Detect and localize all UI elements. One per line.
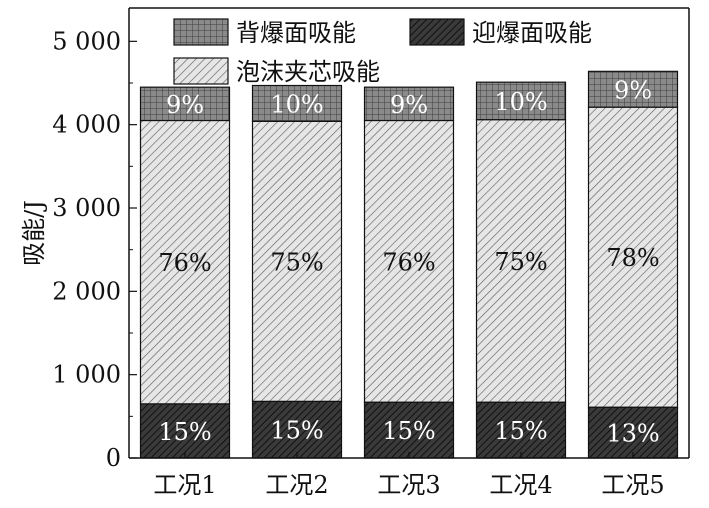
data-label-3-3: 9% [390, 91, 428, 119]
x-tick-label: 工况3 [377, 471, 440, 499]
plot-area: 15% 76% 9% 15% 75% 10% 15% 76% 9% 15% 75% 10% 13% 78%… [139, 70, 679, 459]
x-tick-label: 工况4 [489, 471, 552, 499]
y-axis-title: 吸能/J [20, 200, 48, 266]
x-tick-label: 工况2 [265, 471, 328, 499]
bar-segment-1-1 [139, 403, 231, 459]
y-tick-label: 1 000 [52, 361, 121, 389]
y-tick-label: 4 000 [52, 111, 121, 139]
legend-label: 背爆面吸能 [236, 19, 356, 47]
data-label-2-5: 78% [606, 244, 659, 272]
y-tick-label: 2 000 [52, 277, 121, 305]
data-label-3-5: 9% [614, 76, 652, 104]
data-label-1-4: 15% [494, 417, 547, 445]
bar-segment-1-4 [475, 401, 567, 459]
data-label-1-3: 15% [382, 417, 435, 445]
data-label-2-1: 76% [158, 249, 211, 277]
legend-swatch [409, 18, 465, 46]
data-label-1-2: 15% [270, 417, 323, 445]
data-label-3-1: 9% [166, 91, 204, 119]
y-tick-label: 5 000 [52, 27, 121, 55]
data-label-1-5: 13% [606, 420, 659, 448]
bar-segment-2-2 [251, 120, 343, 402]
bar-segment-3-5 [587, 70, 679, 108]
legend-label: 迎爆面吸能 [472, 19, 592, 47]
bar-segment-3-1 [139, 86, 231, 122]
bar-segment-3-3 [363, 86, 455, 122]
legend-swatch [173, 57, 229, 85]
legend-swatch [173, 18, 229, 46]
data-label-2-4: 75% [494, 248, 547, 276]
x-tick-label: 工况1 [153, 471, 216, 499]
data-label-2-3: 76% [382, 248, 435, 276]
data-label-1-1: 15% [158, 418, 211, 446]
bar-segment-3-2 [251, 84, 343, 122]
legend-label: 泡沫夹芯吸能 [236, 58, 380, 86]
axes: 0 1 000 2 000 3 000 4 000 5 000 工况1 工况2 工况3 工况4 工况… [20, 7, 690, 499]
bar-segment-2-1 [139, 119, 231, 405]
y-tick-label: 3 000 [52, 194, 121, 222]
bar-segment-2-4 [475, 119, 567, 403]
bar-segment-1-2 [251, 400, 343, 459]
bar-segment-3-4 [475, 81, 567, 121]
x-tick-label: 工况5 [601, 471, 664, 499]
data-label-3-4: 10% [494, 88, 547, 116]
data-label-2-2: 75% [270, 248, 323, 276]
y-tick-label: 0 [106, 444, 121, 472]
data-label-3-2: 10% [270, 90, 323, 118]
bar-segment-2-3 [363, 119, 455, 403]
